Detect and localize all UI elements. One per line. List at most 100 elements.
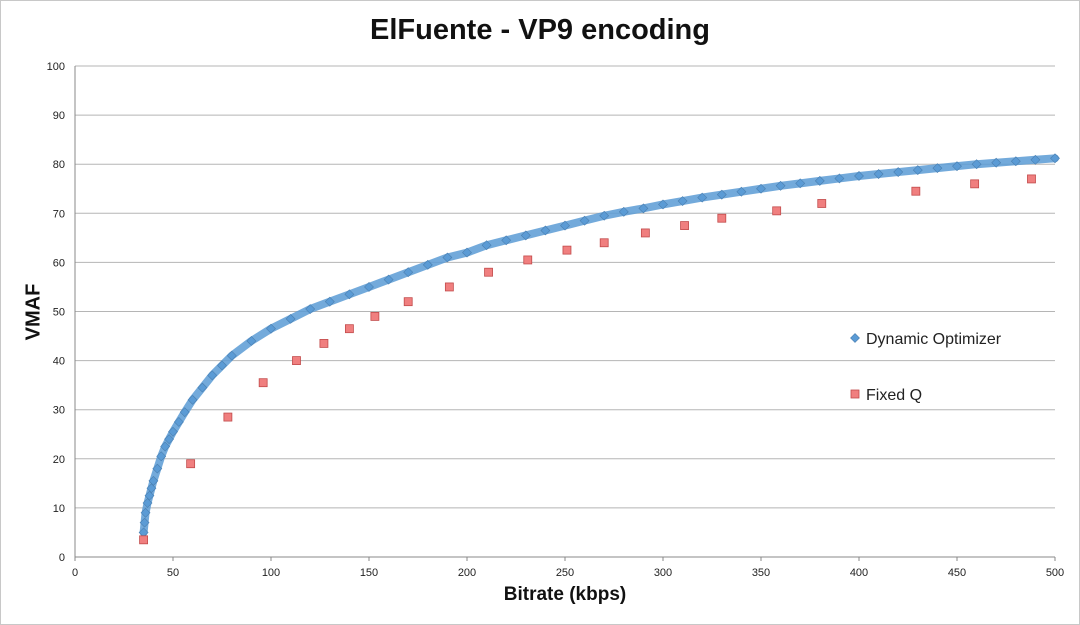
dynamic-optimizer-point bbox=[344, 289, 355, 300]
legend-marker-dynamic-optimizer bbox=[850, 333, 860, 343]
dynamic-optimizer-point bbox=[873, 169, 884, 179]
dynamic-optimizer-point bbox=[246, 336, 257, 346]
y-tick-label: 0 bbox=[59, 552, 65, 564]
y-tick-label: 40 bbox=[53, 356, 65, 368]
y-tick-label: 100 bbox=[47, 61, 65, 73]
fixed-q-point bbox=[370, 312, 380, 321]
fixed-q-point bbox=[444, 282, 454, 292]
dynamic-optimizer-point bbox=[164, 434, 175, 445]
dynamic-optimizer-point bbox=[658, 199, 668, 210]
dynamic-optimizer-point bbox=[540, 225, 551, 236]
dynamic-optimizer-point bbox=[775, 180, 786, 191]
fixed-q-point bbox=[680, 221, 689, 230]
dynamic-optimizer-point bbox=[1010, 156, 1021, 167]
legend-marker-fixed-q bbox=[850, 389, 860, 399]
dynamic-optimizer-point bbox=[217, 360, 227, 371]
dynamic-optimizer-point bbox=[814, 175, 825, 186]
dynamic-optimizer-point bbox=[305, 304, 316, 314]
dynamic-optimizer-point bbox=[226, 350, 237, 361]
dynamic-optimizer-point bbox=[142, 498, 153, 508]
dynamic-optimizer-point bbox=[638, 203, 649, 214]
axes bbox=[74, 66, 1056, 561]
fixed-q-point bbox=[258, 378, 268, 388]
x-tick-label: 200 bbox=[458, 567, 476, 579]
dynamic-optimizer-point bbox=[285, 313, 296, 324]
y-tick-label: 80 bbox=[53, 159, 65, 171]
dynamic-optimizer-point bbox=[971, 159, 982, 170]
x-tick-label: 100 bbox=[262, 567, 280, 579]
dynamic-optimizer-point bbox=[912, 165, 923, 176]
dynamic-optimizer-point bbox=[422, 259, 433, 270]
fixed-q-point bbox=[139, 535, 149, 545]
y-tick-label: 90 bbox=[53, 110, 65, 122]
dynamic-optimizer-point bbox=[168, 426, 178, 437]
y-tick-label: 30 bbox=[53, 405, 65, 417]
dynamic-optimizer-point bbox=[364, 282, 374, 292]
fixed-q-point bbox=[344, 324, 354, 334]
dynamic-optimizer-point bbox=[520, 230, 531, 241]
x-tick-label: 150 bbox=[360, 567, 378, 579]
dynamic-optimizer-point bbox=[179, 407, 190, 418]
data-marks bbox=[138, 153, 1060, 545]
dynamic-optimizer-point bbox=[403, 267, 414, 278]
x-tick-label: 0 bbox=[72, 567, 78, 579]
fixed-q-point bbox=[599, 238, 609, 248]
x-tick-label: 50 bbox=[167, 567, 179, 579]
fixed-q-point bbox=[911, 186, 921, 196]
legend: Dynamic Optimizer Fixed Q bbox=[850, 331, 1002, 404]
x-axis-label: Bitrate (kbps) bbox=[503, 584, 627, 605]
fixed-q-point bbox=[562, 245, 572, 255]
dynamic-optimizer-point bbox=[736, 186, 747, 197]
dynamic-optimizer-point bbox=[560, 220, 570, 231]
dynamic-optimizer-point bbox=[481, 240, 492, 251]
dynamic-optimizer-point bbox=[716, 189, 727, 200]
dynamic-optimizer-point bbox=[383, 274, 394, 285]
dynamic-optimizer-point bbox=[893, 167, 904, 177]
fixed-q-point bbox=[717, 213, 727, 223]
fixed-q-point bbox=[817, 199, 827, 208]
dynamic-optimizer-point bbox=[148, 475, 159, 486]
fixed-q-point bbox=[523, 255, 533, 265]
y-tick-label: 60 bbox=[53, 257, 65, 269]
dynamic-optimizer-point bbox=[442, 252, 453, 263]
dynamic-optimizer-point bbox=[1030, 154, 1041, 165]
y-tick-label: 10 bbox=[53, 503, 65, 515]
x-tick-label: 350 bbox=[752, 567, 770, 579]
dynamic-optimizer-point bbox=[139, 517, 150, 528]
dynamic-optimizer-point bbox=[152, 463, 163, 474]
x-tick-label: 300 bbox=[654, 567, 672, 579]
legend-label-dynamic-optimizer: Dynamic Optimizer bbox=[866, 331, 1002, 348]
legend-label-fixed-q: Fixed Q bbox=[866, 387, 922, 404]
x-tick-label: 400 bbox=[850, 567, 868, 579]
fixed-q-point bbox=[970, 179, 980, 189]
dynamic-optimizer-point bbox=[266, 323, 276, 334]
x-tick-label: 250 bbox=[556, 567, 574, 579]
dynamic-optimizer-point bbox=[144, 490, 155, 501]
dynamic-optimizer-point bbox=[599, 210, 610, 221]
x-tick-label: 500 bbox=[1046, 567, 1064, 579]
dynamic-optimizer-point bbox=[462, 247, 472, 258]
fixed-q-point bbox=[640, 228, 650, 238]
dynamic-optimizer-point bbox=[932, 163, 943, 174]
fixed-q-point bbox=[772, 206, 782, 216]
dynamic-optimizer-point bbox=[197, 382, 208, 393]
dynamic-optimizer-point bbox=[677, 196, 688, 206]
dynamic-optimizer-point bbox=[140, 507, 151, 518]
dynamic-optimizer-point bbox=[160, 441, 171, 452]
chart-title: ElFuente - VP9 encoding bbox=[370, 14, 710, 46]
fixed-q-point bbox=[292, 356, 301, 366]
dynamic-optimizer-point bbox=[187, 394, 198, 405]
dynamic-optimizer-point bbox=[501, 235, 512, 246]
tick-labels: 0 10 20 30 40 50 60 70 80 90 100 0 50 100 150 200 250 300… bbox=[47, 61, 1065, 579]
fixed-q-point bbox=[223, 412, 233, 422]
dynamic-optimizer-point bbox=[834, 173, 845, 184]
y-tick-label: 50 bbox=[53, 307, 65, 319]
fixed-q-point bbox=[319, 339, 329, 348]
dynamic-optimizer-point bbox=[1050, 153, 1060, 164]
x-tick-label: 450 bbox=[948, 567, 966, 579]
dynamic-optimizer-point bbox=[697, 192, 708, 203]
fixed-q-point bbox=[484, 267, 493, 277]
dynamic-optimizer-point bbox=[991, 157, 1002, 168]
